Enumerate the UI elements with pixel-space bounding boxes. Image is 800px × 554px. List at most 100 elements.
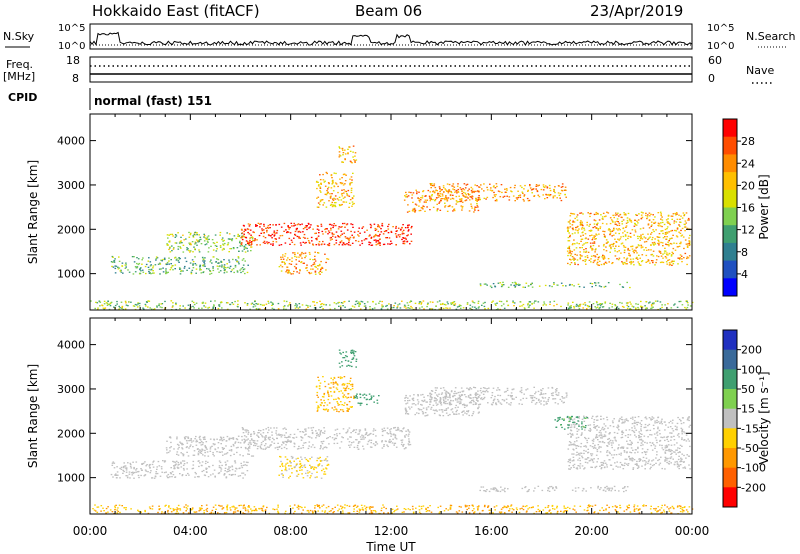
velocity-pixel: [202, 449, 204, 451]
velocity-pixel: [344, 388, 347, 390]
power-pixel: [128, 271, 131, 273]
power-pixel: [637, 306, 639, 309]
power-pixel: [559, 192, 562, 195]
power-pixel: [611, 230, 614, 232]
power-pixel: [590, 261, 592, 263]
power-pixel: [318, 184, 320, 186]
velocity-pixel: [144, 469, 147, 471]
power-pixel: [236, 261, 238, 263]
power-pixel: [353, 236, 355, 238]
power-pixel: [637, 244, 640, 246]
power-pixel: [229, 248, 231, 250]
power-pixel: [627, 221, 629, 223]
power-pixel: [568, 247, 570, 249]
power-pixel: [196, 234, 198, 236]
power-pixel: [340, 234, 342, 237]
power-pixel: [348, 241, 350, 244]
power-pixel: [396, 307, 398, 309]
power-pixel: [670, 261, 673, 263]
velocity-pixel: [601, 426, 604, 429]
velocity-pixel: [484, 387, 486, 389]
power-pixel: [451, 302, 454, 304]
velocity-pixel: [363, 438, 365, 440]
velocity-pixel: [440, 404, 443, 406]
velocity-pixel: [491, 394, 494, 397]
velocity-pixel: [293, 442, 296, 444]
power-pixel: [676, 218, 679, 220]
velocity-pixel: [299, 431, 301, 433]
velocity-pixel: [443, 402, 445, 404]
velocity-pixel: [262, 440, 264, 442]
power-pixel: [218, 304, 220, 306]
power-pixel: [619, 229, 621, 231]
power-pixel: [633, 225, 636, 227]
power-pixel: [575, 303, 578, 306]
power-pixel: [655, 229, 657, 231]
power-pixel: [239, 240, 241, 242]
power-pixel: [168, 248, 170, 251]
velocity-pixel: [438, 414, 441, 416]
velocity-pixel: [453, 413, 455, 415]
velocity-pixel: [310, 446, 313, 448]
power-pixel: [569, 249, 571, 251]
velocity-pixel: [132, 461, 134, 463]
power-pixel: [355, 240, 357, 242]
velocity-pixel: [589, 427, 591, 430]
power-pixel: [641, 216, 644, 218]
power-pixel: [420, 302, 423, 304]
power-pixel: [516, 284, 518, 286]
power-pixel: [288, 304, 290, 306]
power-pixel: [298, 236, 300, 238]
velocity-pixel: [247, 438, 249, 440]
power-pixel: [343, 192, 345, 194]
power-pixel: [490, 286, 493, 289]
velocity-pixel: [324, 402, 326, 404]
velocity-pixel: [525, 389, 527, 391]
power-pixel: [343, 222, 346, 225]
power-pixel: [349, 182, 352, 184]
velocity-pixel: [583, 420, 586, 422]
velocity-pixel: [161, 471, 163, 473]
velocity-pixel: [324, 459, 326, 461]
velocity-pixel: [445, 393, 447, 395]
power-pixel: [609, 233, 611, 236]
velocity-pixel: [349, 384, 352, 386]
power-pixel: [147, 260, 150, 262]
power-pixel: [208, 238, 210, 240]
velocity-pixel: [218, 465, 221, 467]
power-pixel: [174, 268, 176, 270]
velocity-pixel: [264, 448, 267, 450]
power-pixel: [492, 196, 494, 199]
power-pixel: [477, 300, 480, 302]
power-pixel: [657, 255, 660, 258]
power-pixel: [283, 308, 285, 310]
velocity-pixel: [209, 450, 212, 452]
velocity-pixel: [163, 471, 166, 474]
power-pixel: [574, 263, 576, 265]
power-pixel: [581, 226, 584, 229]
velocity-pixel: [200, 450, 202, 452]
power-pixel: [489, 189, 492, 191]
velocity-pixel: [346, 355, 348, 358]
velocity-pixel: [395, 429, 397, 431]
velocity-pixel: [340, 353, 342, 355]
power-pixel: [542, 304, 545, 306]
power-pixel: [233, 271, 235, 274]
power-pixel: [316, 265, 319, 267]
velocity-pixel: [466, 410, 468, 412]
power-pixel: [275, 224, 277, 226]
power-pixel: [653, 230, 655, 233]
velocity-pixel: [298, 447, 300, 450]
velocity-pixel: [443, 401, 446, 403]
velocity-pixel: [407, 413, 410, 415]
velocity-pixel: [222, 454, 224, 456]
power-pixel: [246, 271, 249, 274]
power-pixel: [656, 300, 659, 302]
power-pixel: [144, 265, 147, 268]
velocity-pixel: [303, 442, 305, 444]
velocity-pixel: [250, 455, 253, 457]
power-pixel: [266, 226, 269, 229]
velocity-pixel: [147, 471, 149, 473]
power-pixel: [626, 257, 629, 259]
power-pixel: [332, 235, 334, 237]
